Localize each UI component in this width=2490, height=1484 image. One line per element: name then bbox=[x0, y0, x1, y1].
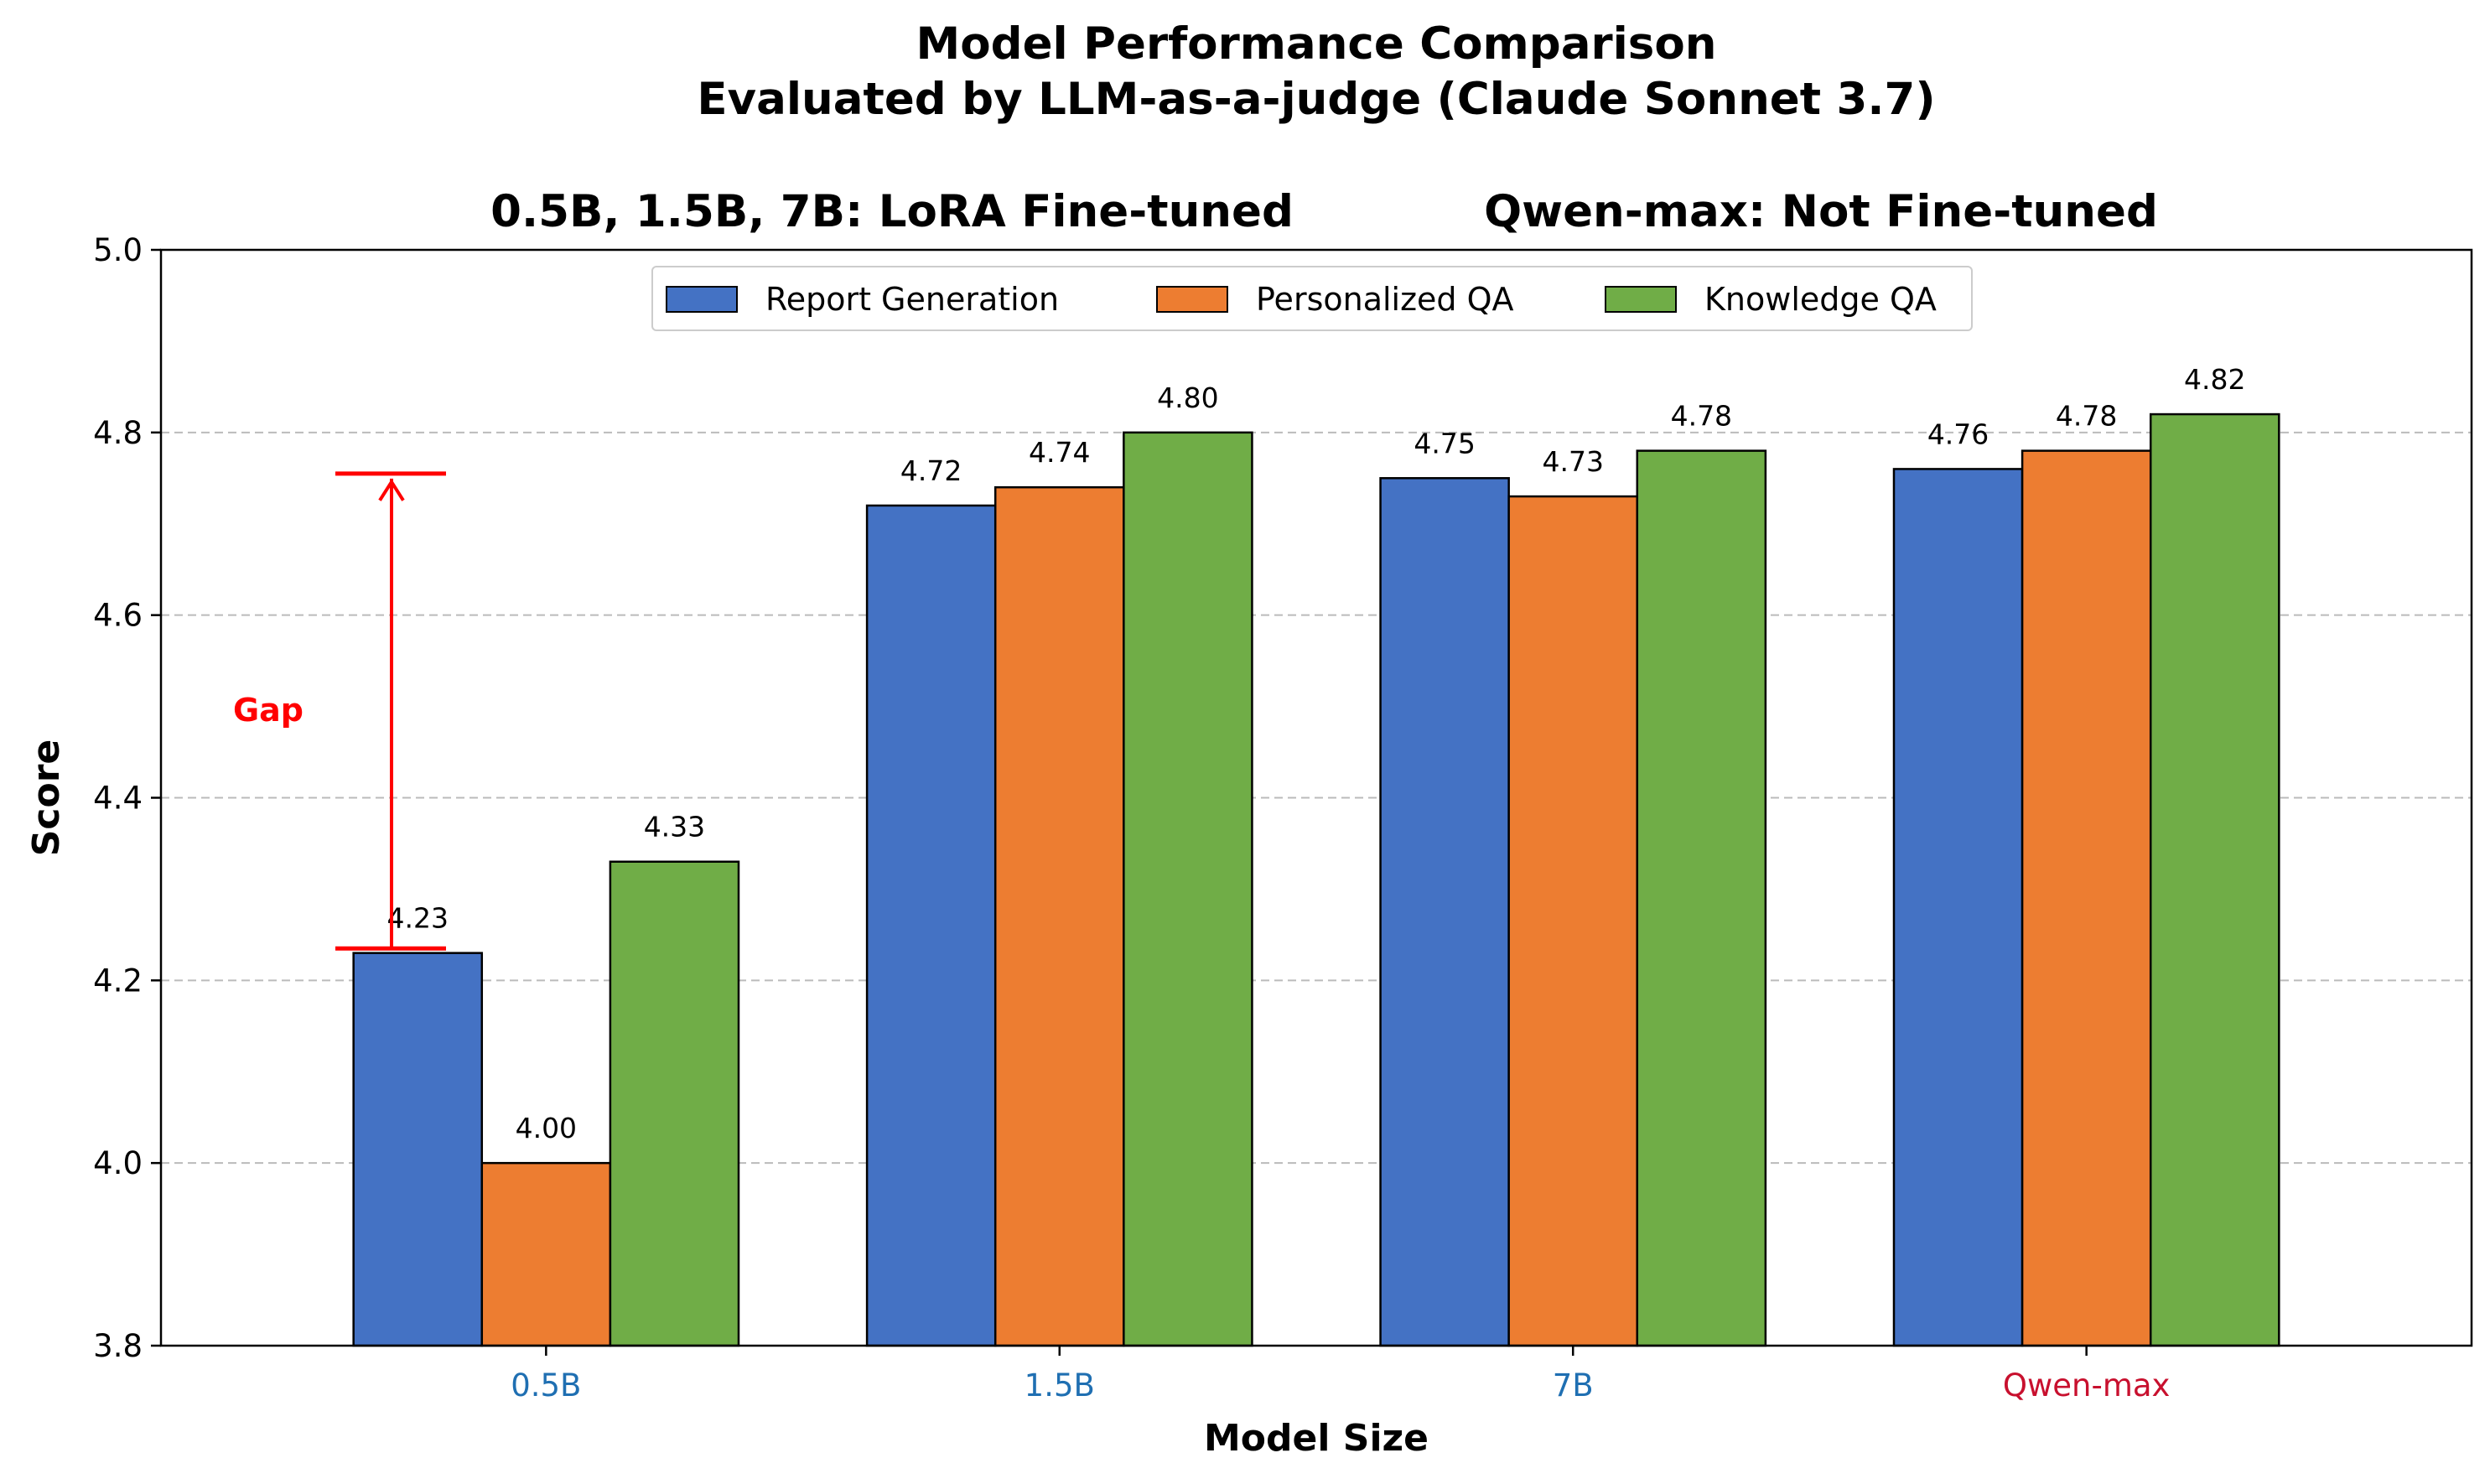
value-labels: 4.23 4.00 4.33 4.72 4.74 4.80 4.75 4.73 4.78 4.76… bbox=[386, 363, 2245, 1144]
x-axis-ticks: 0.5B 1.5B 7B Qwen-max bbox=[511, 1346, 2170, 1404]
chart-title-line2: Evaluated by LLM-as-a-judge (Claude Sonn… bbox=[697, 74, 1935, 125]
bar bbox=[1379, 477, 1510, 1347]
x-tick-label: Qwen-max bbox=[2003, 1367, 2171, 1404]
bar-value-label: 4.33 bbox=[644, 811, 705, 843]
x-tick-label: 7B bbox=[1553, 1367, 1594, 1404]
bar-value-label: 4.76 bbox=[1927, 418, 1989, 450]
gap-arrow-head bbox=[378, 479, 405, 501]
bar-value-label: 4.74 bbox=[1029, 436, 1090, 469]
bar-value-label: 4.78 bbox=[2056, 400, 2117, 433]
bar bbox=[2021, 449, 2152, 1347]
y-tick-label: 3.8 bbox=[93, 1328, 143, 1364]
legend-swatch bbox=[666, 286, 738, 313]
y-axis-label: Score bbox=[25, 739, 68, 857]
bar-value-label: 4.75 bbox=[1414, 427, 1475, 459]
bar bbox=[993, 485, 1125, 1347]
bar-value-label: 4.00 bbox=[516, 1112, 577, 1144]
bar bbox=[2149, 413, 2280, 1347]
legend: Report Generation Personalized QA Knowledg… bbox=[651, 266, 1973, 331]
bar bbox=[480, 1161, 612, 1347]
chart-title-line1: Model Performance Comparison bbox=[916, 18, 1717, 70]
bar bbox=[1892, 468, 2024, 1347]
gap-label: Gap bbox=[233, 692, 303, 729]
y-tick-label: 4.8 bbox=[93, 415, 143, 451]
legend-entry-label: Knowledge QA bbox=[1704, 281, 1937, 318]
y-tick-label: 4.6 bbox=[93, 598, 143, 634]
legend-swatch bbox=[1156, 286, 1228, 313]
legend-box bbox=[651, 266, 1973, 331]
bar bbox=[1507, 495, 1639, 1347]
x-tick-label: 1.5B bbox=[1025, 1367, 1095, 1404]
bars bbox=[352, 413, 2280, 1347]
gap-annotation: Gap bbox=[233, 471, 446, 951]
y-tick-label: 4.2 bbox=[93, 963, 143, 999]
bar-value-label: 4.80 bbox=[1157, 381, 1218, 414]
bar bbox=[865, 504, 997, 1347]
chart-subtitle-right: Qwen-max: Not Fine-tuned bbox=[1484, 186, 2158, 237]
x-tick-label: 0.5B bbox=[511, 1367, 581, 1404]
bar-value-label: 4.23 bbox=[386, 902, 448, 935]
bar bbox=[1636, 449, 1767, 1347]
y-axis-ticks: 3.8 4.0 4.2 4.4 4.6 4.8 5.0 bbox=[93, 232, 161, 1364]
bar-value-label: 4.78 bbox=[1671, 400, 1732, 433]
bar bbox=[1123, 431, 1253, 1347]
y-tick-label: 4.0 bbox=[93, 1145, 143, 1181]
x-axis-label: Model Size bbox=[1204, 1417, 1429, 1460]
y-tick-label: 5.0 bbox=[93, 232, 143, 268]
y-tick-label: 4.4 bbox=[93, 781, 143, 817]
legend-entry-label: Personalized QA bbox=[1256, 281, 1514, 318]
legend-swatch bbox=[1605, 286, 1677, 313]
bar-value-label: 4.72 bbox=[900, 454, 962, 487]
bar-value-label: 4.73 bbox=[1542, 445, 1603, 478]
bar-value-label: 4.82 bbox=[2184, 363, 2245, 396]
bar bbox=[352, 952, 484, 1347]
legend-entry-label: Report Generation bbox=[765, 281, 1059, 318]
bar bbox=[609, 860, 740, 1347]
chart-subtitle-left: 0.5B, 1.5B, 7B: LoRA Fine-tuned bbox=[490, 186, 1294, 237]
